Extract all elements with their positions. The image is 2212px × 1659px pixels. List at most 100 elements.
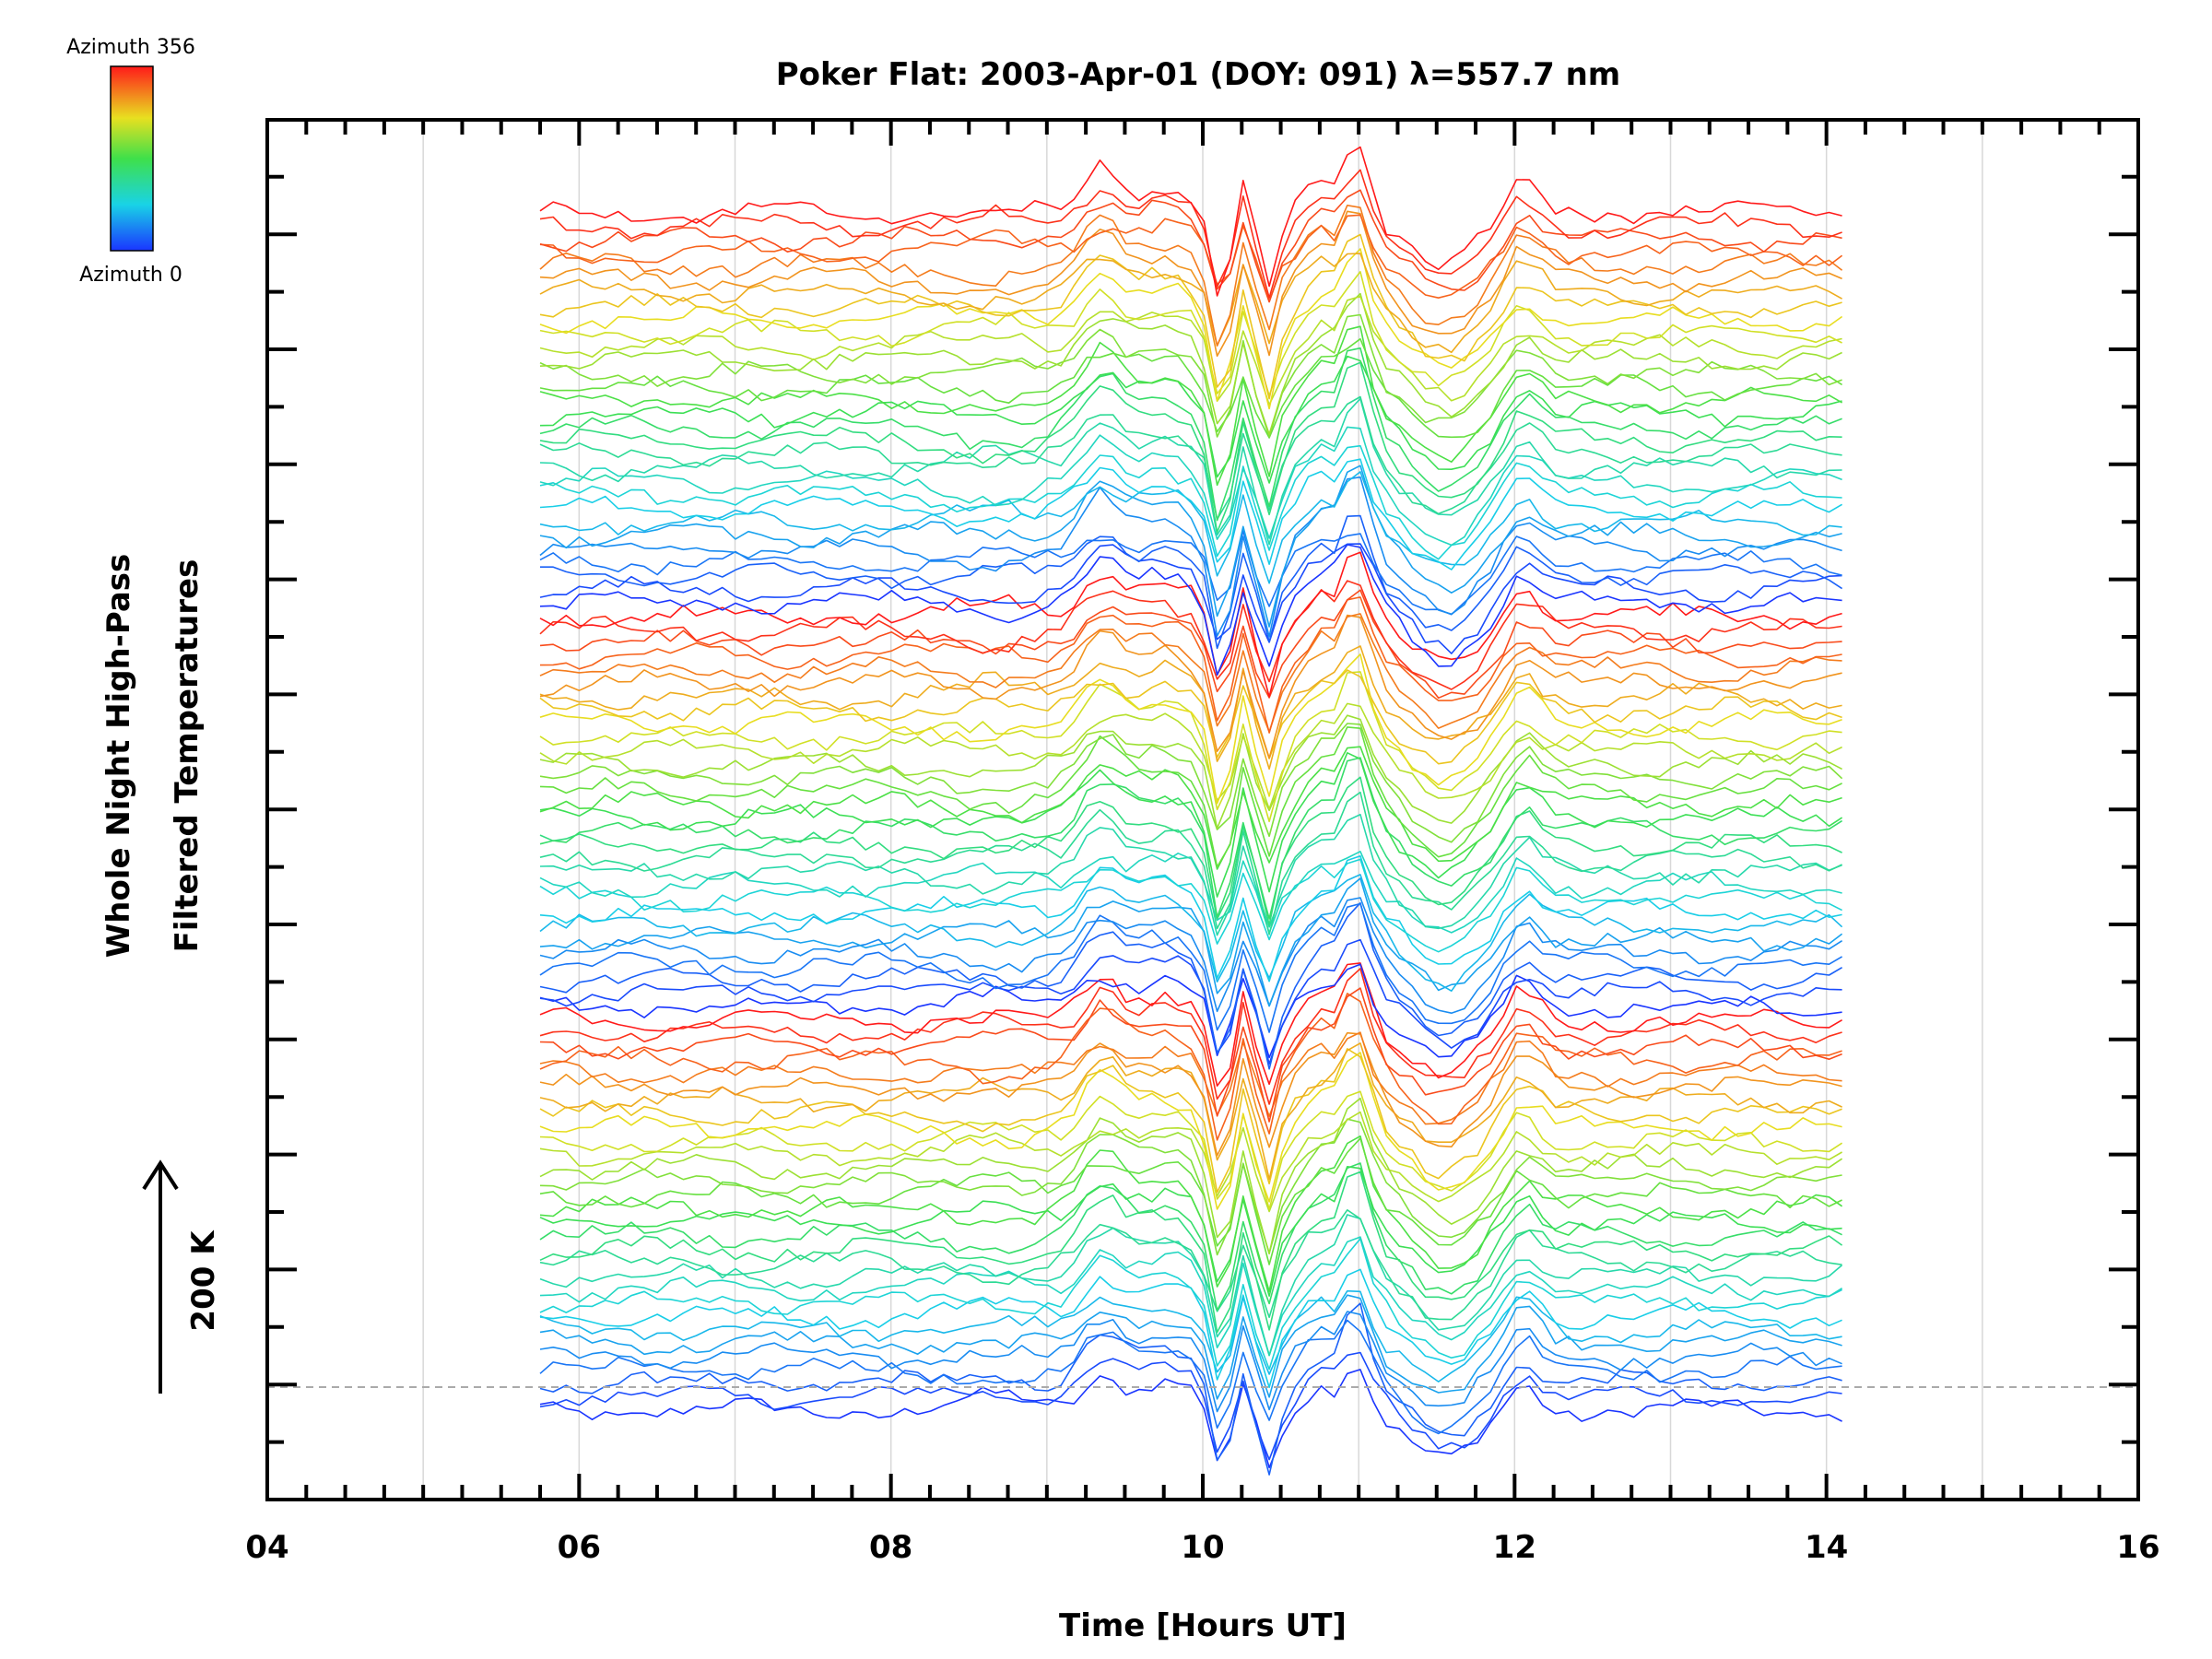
series-line	[539, 347, 1842, 522]
series-line	[539, 1048, 1842, 1194]
series-line	[539, 1052, 1842, 1210]
series-line	[539, 426, 1842, 547]
scale-label: 200 K	[185, 1230, 222, 1332]
colorbar	[110, 65, 154, 252]
chart-title: Poker Flat: 2003-Apr-01 (DOY: 091) λ=557…	[776, 56, 1621, 93]
series-line	[539, 858, 1842, 953]
series-line	[539, 1090, 1843, 1210]
series-line	[539, 669, 1842, 765]
series-line	[539, 253, 1842, 354]
series-line	[539, 397, 1842, 546]
series-line	[539, 1311, 1842, 1413]
series-line	[539, 1031, 1842, 1125]
x-axis-label: Time [Hours UT]	[1059, 1607, 1347, 1644]
series-line	[539, 580, 1842, 690]
series-line	[539, 214, 1843, 302]
series-line	[539, 1209, 1842, 1321]
series-line	[539, 901, 1843, 1070]
scale-arrow	[142, 1159, 179, 1394]
series-line	[539, 146, 1842, 297]
series-line	[539, 751, 1843, 898]
colorbar-legend: Azimuth 356 Azimuth 0	[66, 36, 195, 287]
series-line	[539, 295, 1842, 406]
series-line	[539, 746, 1842, 870]
series-line	[539, 653, 1842, 805]
series-line	[539, 877, 1843, 1007]
series-line	[539, 1369, 1842, 1469]
series-line	[539, 614, 1842, 759]
series-line	[539, 1135, 1843, 1292]
series-line	[539, 938, 1842, 1065]
series-line	[539, 1042, 1842, 1181]
colorbar-min-label: Azimuth 0	[79, 264, 182, 287]
series-line	[539, 292, 1842, 435]
colorbar-max-label: Azimuth 356	[66, 36, 195, 59]
series-line	[539, 355, 1842, 484]
series-line	[539, 1137, 1842, 1265]
series-line	[540, 514, 1843, 650]
series-line	[539, 1111, 1843, 1213]
series-line	[539, 902, 1843, 1033]
series-line	[539, 1031, 1842, 1157]
series-line	[539, 1171, 1843, 1334]
series-line	[539, 313, 1842, 438]
series-line	[539, 723, 1843, 843]
series-line	[539, 465, 1842, 628]
series-line	[539, 395, 1842, 521]
series-line	[539, 963, 1842, 1059]
series-line	[539, 987, 1842, 1123]
series-line	[539, 993, 1842, 1141]
series-line	[539, 544, 1842, 677]
series-line	[539, 613, 1842, 733]
x-tick-label: 08	[869, 1529, 912, 1566]
series-line	[539, 897, 1843, 1014]
x-axis-ticks: 04 06 08 10 12 14 16	[245, 120, 2160, 1566]
y-axis-label-line-2: Filtered Temperatures	[169, 559, 206, 953]
series-line	[539, 1302, 1842, 1476]
x-tick-label: 16	[2116, 1529, 2159, 1566]
series-line	[539, 543, 1842, 654]
series-line	[539, 205, 1843, 347]
series-line	[539, 813, 1842, 936]
series-line	[539, 1294, 1842, 1400]
series-line	[539, 210, 1842, 358]
series-line	[539, 702, 1842, 810]
series-line	[539, 1162, 1842, 1312]
series-line	[539, 270, 1842, 397]
series-line	[539, 962, 1843, 1087]
y-axis-ticks	[267, 174, 2138, 1444]
series-line	[539, 726, 1842, 868]
series-line	[539, 444, 1842, 560]
y-axis-label-line-1: Whole Night High-Pass	[100, 554, 137, 959]
series-line	[539, 645, 1842, 771]
series-line	[539, 776, 1842, 926]
series-line	[539, 1118, 1842, 1256]
series-line	[539, 458, 1843, 571]
series-line	[539, 248, 1843, 410]
series-line	[539, 968, 1842, 1105]
series-line	[539, 551, 1842, 698]
series-line	[539, 1289, 1842, 1382]
series-line	[539, 530, 1842, 616]
x-tick-label: 12	[1493, 1529, 1536, 1566]
series-line	[539, 874, 1843, 992]
series-line	[539, 714, 1842, 830]
series-line	[539, 850, 1842, 934]
x-tick-label: 04	[245, 1529, 288, 1566]
series-line	[539, 1238, 1842, 1371]
x-tick-label: 06	[558, 1529, 601, 1566]
series-line	[539, 791, 1842, 935]
series-line	[539, 189, 1842, 303]
series-line	[539, 589, 1842, 700]
series-line	[539, 1319, 1842, 1435]
series-line	[539, 757, 1843, 920]
series-line	[539, 471, 1842, 584]
x-tick-label: 14	[1805, 1529, 1848, 1566]
x-tick-label: 10	[1181, 1529, 1224, 1566]
series-line	[539, 1214, 1843, 1357]
series-line	[539, 361, 1842, 534]
series-line	[539, 596, 1842, 734]
series-line	[539, 476, 1842, 638]
series-line	[539, 1236, 1843, 1357]
